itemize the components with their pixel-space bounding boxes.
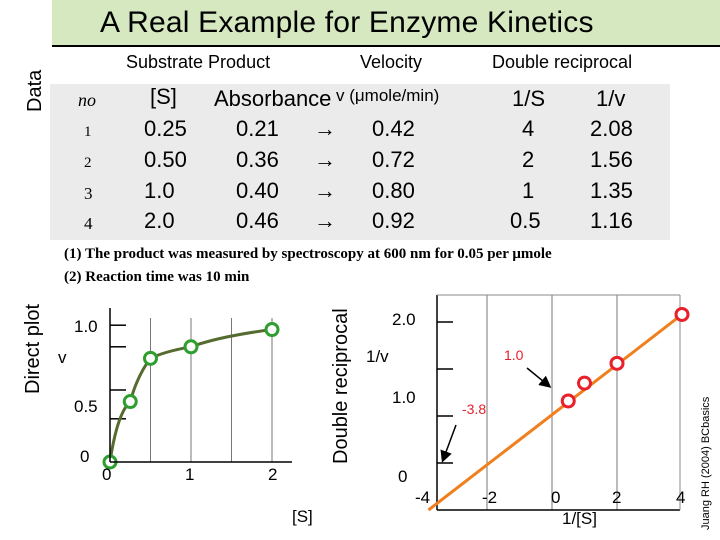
- recip-point-2: [609, 355, 625, 371]
- row-3-inv-v: 1.35: [590, 178, 633, 203]
- row-2-inv-s: 2: [522, 147, 535, 172]
- row-2-no: 2: [84, 155, 92, 171]
- page-title: A Real Example for Enzyme Kinetics: [100, 6, 594, 39]
- row-4-s: 2.0: [144, 208, 175, 233]
- direct-plot-point-4: [264, 322, 280, 338]
- row-2-inv-v: 1.56: [590, 147, 633, 172]
- recip-point-1: [577, 375, 592, 391]
- row-4-inv-v: 1.16: [590, 208, 633, 233]
- row-2-absorbance: 0.36: [236, 147, 279, 172]
- recip-annotation-vmax-arrow: [526, 367, 552, 388]
- recip-x-tick-2: 0: [551, 488, 560, 507]
- direct-plot-x-tick-2: 2: [268, 465, 277, 484]
- note-1: (1) The product was measured by spectros…: [64, 246, 552, 262]
- recip-y-tick-0: 0: [398, 467, 407, 486]
- recip-x-tick-3: 2: [612, 488, 621, 507]
- row-3-s: 1.0: [144, 178, 175, 203]
- recip-point-3: [674, 306, 690, 322]
- row-3-inv-s: 1: [522, 178, 535, 203]
- credit-label: Juang RH (2004) BCbasics: [700, 396, 712, 530]
- recip-x-label: 1/[S]: [562, 509, 597, 528]
- row-4-velocity: 0.92: [372, 208, 415, 233]
- double-reciprocal-side-label: Double reciprocal: [330, 308, 352, 464]
- direct-plot-side-label: Direct plot: [22, 303, 44, 394]
- direct-plot-point-2: [143, 350, 158, 366]
- direct-plot-y-tick-1: 0.5: [74, 397, 98, 416]
- row-1-absorbance: 0.21: [236, 116, 279, 141]
- row-1-s: 0.25: [144, 116, 187, 141]
- direct-plot-curve: [108, 328, 273, 463]
- velocity-header: Velocity: [360, 52, 423, 72]
- title-bar: [52, 0, 720, 47]
- reciprocal-table-background: [482, 84, 670, 240]
- recip-annotation-km: -3.8: [462, 401, 486, 417]
- direct-plot-y-tick-2: 1.0: [74, 317, 98, 336]
- double-reciprocal-header: Double reciprocal: [492, 52, 633, 72]
- row-3-absorbance: 0.40: [236, 178, 279, 203]
- recip-x-tick-0: -4: [415, 488, 430, 507]
- recip-fit-line: [427, 313, 683, 512]
- direct-plot-x-tick-1: 1: [185, 465, 194, 484]
- velocity-unit-header: v (μmole/min): [336, 86, 440, 105]
- row-4-inv-s: 0.5: [510, 208, 541, 233]
- direct-plot-point-0: [102, 454, 118, 470]
- row-3-no: 3: [84, 184, 93, 203]
- recip-point-0: [560, 393, 576, 409]
- no-column-header: no: [78, 90, 96, 110]
- note-2: (2) Reaction time was 10 min: [64, 269, 250, 285]
- row-4-arrow: →: [314, 208, 336, 233]
- direct-plot-x-label: [S]: [292, 507, 313, 526]
- row-1-inv-v: 2.08: [590, 116, 633, 141]
- row-1-arrow: →: [314, 116, 336, 141]
- row-4-no: 4: [84, 214, 93, 233]
- recip-x-tick-4: 4: [676, 488, 685, 507]
- row-2-arrow: →: [314, 147, 336, 172]
- row-4-absorbance: 0.46: [236, 208, 279, 233]
- row-3-velocity: 0.80: [372, 178, 415, 203]
- recip-annotation-km-arrow: [440, 424, 457, 463]
- recip-y-label: 1/v: [366, 347, 389, 366]
- substrate-product-header: Substrate Product: [126, 52, 271, 72]
- row-3-arrow: →: [314, 178, 336, 203]
- row-2-velocity: 0.72: [372, 147, 415, 172]
- inv-s-column-header: 1/S: [512, 86, 546, 111]
- recip-x-tick-1: -2: [482, 488, 497, 507]
- row-1-inv-s: 4: [522, 116, 535, 141]
- inv-v-column-header: 1/v: [596, 86, 626, 111]
- direct-plot-y-label: v: [58, 348, 67, 367]
- direct-plot-y-tick-0: 0: [80, 447, 89, 466]
- s-column-header: [S]: [150, 84, 177, 109]
- row-1-velocity: 0.42: [372, 116, 415, 141]
- data-side-label: Data: [24, 69, 46, 112]
- direct-plot-point-1: [122, 394, 138, 410]
- direct-plot-point-3: [183, 339, 199, 355]
- row-2-s: 0.50: [144, 147, 187, 172]
- direct-plot-x-tick-0: 0: [102, 465, 111, 484]
- recip-y-tick-1: 1.0: [392, 388, 416, 407]
- absorbance-column-header: Absorbance: [214, 86, 332, 111]
- row-1-no: 1: [84, 124, 92, 140]
- recip-annotation-vmax: 1.0: [504, 347, 524, 363]
- recip-y-tick-2: 2.0: [392, 310, 416, 329]
- data-table-background: [50, 84, 482, 240]
